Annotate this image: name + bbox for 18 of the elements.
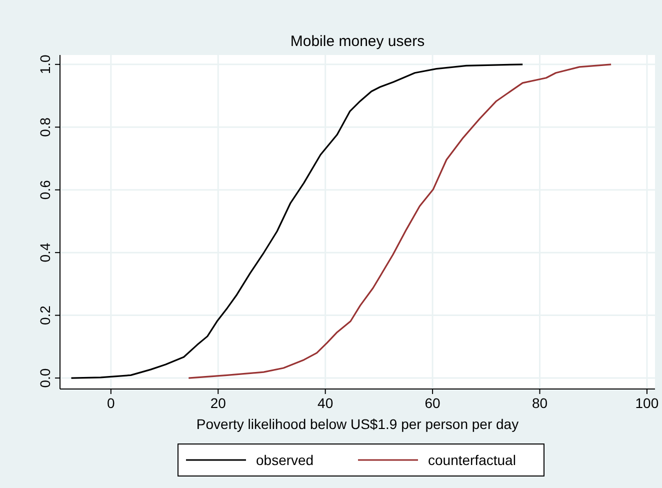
x-axis-title: Poverty likelihood below US$1.9 per person per day — [196, 416, 519, 432]
x-tick-label: 100 — [635, 395, 659, 411]
legend-label: counterfactual — [428, 452, 516, 468]
x-tick-label: 80 — [532, 395, 548, 411]
y-tick-label: 1.0 — [37, 54, 53, 74]
line-series — [188, 64, 612, 379]
y-tick-label: 0.6 — [37, 180, 53, 200]
legend-label: observed — [256, 452, 314, 468]
x-tick-label: 20 — [210, 395, 226, 411]
chart-title: Mobile money users — [290, 33, 425, 50]
line-series — [70, 64, 524, 379]
y-tick-label: 0.2 — [37, 305, 53, 326]
x-tick-label: 60 — [424, 395, 441, 411]
x-tick-label: 0 — [107, 395, 116, 411]
x-tick-label: 40 — [318, 395, 334, 411]
y-tick-label: 0.0 — [37, 368, 53, 388]
y-tick-label: 0.8 — [37, 117, 53, 137]
y-tick-label: 0.4 — [37, 242, 53, 262]
